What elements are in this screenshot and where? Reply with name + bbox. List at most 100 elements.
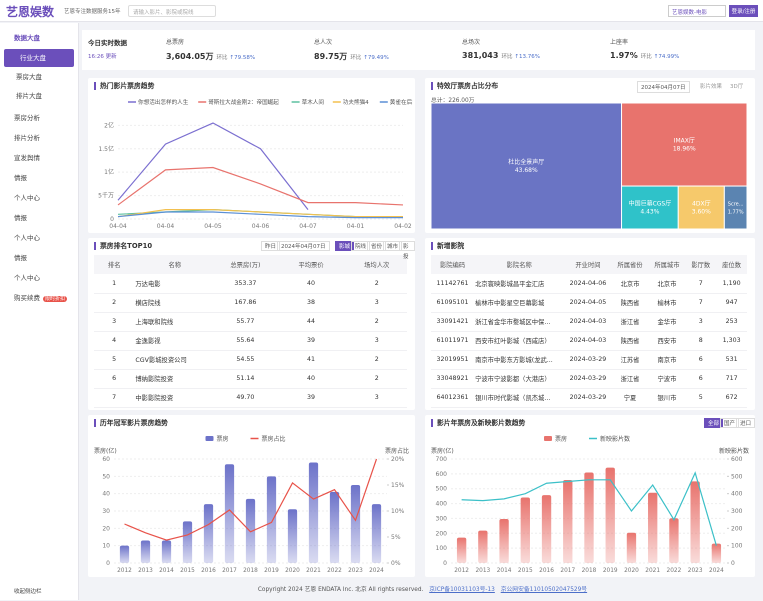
table-cell: 40 [275, 274, 347, 294]
y-tick-label: 10 [102, 543, 110, 550]
checkbox-option[interactable]: 影片效果 [700, 84, 723, 90]
login-button[interactable]: 登录/注册 [729, 5, 758, 17]
stat-row: 89.75万 环比 ↑79.49% [314, 51, 454, 62]
x-tick-label: 2014 [497, 568, 512, 574]
stat-label: 总人次 [314, 39, 333, 46]
table-cell: 6 [685, 369, 717, 389]
stat-change-label: 环比 [350, 55, 362, 61]
icp-link[interactable]: 京ICP备10031103号-13 [429, 587, 495, 593]
table-row: 33091421 浙江省金华市婺城区中保... 2024-04-03 浙江省 金华市 3 2… [431, 312, 747, 332]
table-cell: 银川市时代影城（凯杰城... [474, 388, 565, 408]
treemap-cell [723, 185, 748, 230]
y2-tick-label: 5% [391, 534, 401, 541]
y-tick-label: 40 [102, 491, 110, 498]
tab[interactable]: 城市 [383, 241, 403, 251]
cell-value: 43.68% [515, 167, 538, 174]
nav-item[interactable]: 情报 [14, 254, 27, 262]
x-tick-label: 2023 [348, 568, 363, 574]
table-cell: 1,190 [716, 274, 747, 294]
stat-card: 总人次 89.75万 环比 ↑79.49% [310, 30, 458, 70]
table-row: 8大地影院44.62393 [94, 407, 407, 410]
table-cell: 2024-04-03 [564, 331, 612, 351]
y-tick-label: 0 [443, 560, 447, 567]
y2-axis-title: 新映影片数 [719, 447, 749, 455]
police-link[interactable]: 京公网安备11010502047529号 [500, 587, 588, 593]
nav-item[interactable]: 个人中心 [14, 194, 40, 202]
table-cell: 1,303 [716, 331, 747, 351]
table-cell: 58 [716, 407, 747, 410]
treemap-cell [621, 103, 748, 187]
nav-item[interactable]: 数据大盘 [14, 34, 40, 42]
nav-item[interactable]: 宣发舆情 [14, 154, 40, 162]
collapse-button[interactable]: 收起侧边栏 [14, 589, 42, 595]
nav-item[interactable]: 情报 [14, 174, 27, 182]
treemap-cell [430, 103, 623, 230]
table-cell: 61011971 [431, 331, 475, 351]
table-cell: 宁夏 [611, 388, 649, 408]
checkbox-option[interactable]: 3D厅 [730, 84, 744, 90]
bar [287, 509, 298, 563]
tab[interactable]: 全部 [704, 418, 724, 428]
header-row: 影院编码 影院名称 开业时间 所属省份 所属城市 影厅数 座位数 [431, 255, 747, 274]
stat-value: 1.97% [610, 51, 638, 60]
tab[interactable]: 影城 [335, 241, 355, 251]
table-cell: 6 [685, 350, 717, 370]
stat-card: 总场次 381,043 环比 ↑13.76% [458, 30, 606, 70]
nav-item[interactable]: 票房分析 [14, 114, 40, 122]
stat-change-label: 环比 [216, 55, 228, 61]
nav-item[interactable]: 情报 [14, 214, 27, 222]
nav-subitem[interactable]: 排片大盘 [16, 92, 42, 100]
table-cell: 32019951 [431, 350, 475, 370]
x-tick-label: 2015 [518, 568, 533, 574]
x-tick-label: 2022 [327, 568, 342, 574]
tab[interactable]: 省份 [367, 241, 387, 251]
nav-subitem[interactable]: 行业大盘 [4, 49, 74, 67]
logo[interactable]: 艺恩娱数 [6, 5, 55, 19]
table-cell: 西安市 [648, 331, 686, 351]
x-tick-label: 2016 [201, 568, 216, 574]
stat-card: 上座率 1.97% 环比 ↑74.99% [606, 30, 754, 70]
search-box[interactable]: 请输入影片、影院或院线 [128, 5, 216, 17]
y2-tick-label: 200 [731, 525, 743, 532]
tab[interactable]: 国产 [720, 418, 740, 428]
table-cell: 中影影院投资 [134, 388, 216, 408]
x-tick-label: 2019 [264, 568, 279, 574]
x-tick-label: 2015 [180, 568, 195, 574]
stat-label: 上座率 [610, 39, 629, 46]
x-tick-label: 2017 [222, 568, 237, 574]
nav-item[interactable]: 个人中心 [14, 274, 40, 282]
y-tick-label: 700 [436, 456, 448, 463]
nav-item[interactable]: 个人中心 [14, 234, 40, 242]
y-tick-label: 1.5亿 [98, 145, 114, 153]
table-cell: 44 [275, 312, 347, 332]
date-select[interactable]: 2024年04月07日 [637, 81, 690, 93]
cell-label: Scre... [728, 202, 744, 208]
bar [456, 537, 467, 563]
cell-value: 1.77% [728, 210, 744, 216]
tab[interactable]: 院线 [351, 241, 371, 251]
chart: 票房(亿) 票房占比 0 10 20 30 40 50 60 0% 5% 10% 15% 20% 2012 2… [94, 435, 409, 574]
table-row: 4 金逸影视 55.64 39 3 [94, 331, 407, 351]
cell-label: 杜比全景声厅 [508, 158, 544, 166]
panel-title: 特效厅票房占比分布 [431, 82, 498, 90]
tab[interactable]: 进口 [736, 418, 755, 428]
table-cell: 1 [94, 274, 135, 294]
period-label: 昨日 [261, 241, 281, 251]
table-cell: 6 [94, 369, 135, 389]
y2-tick-label: 400 [731, 491, 743, 498]
legend-label: 功夫熊猫4 [343, 98, 369, 106]
nav-item[interactable]: 购买续费 限时折扣 [14, 294, 68, 302]
product-select[interactable]: 艺恩娱数-电影 [668, 5, 726, 17]
nav-item[interactable]: 排片分析 [14, 134, 40, 142]
nav-subitem[interactable]: 票房大盘 [16, 73, 42, 81]
sidebar: 数据大盘 行业大盘 票房大盘 排片大盘 票房分析 排片分析 宣发舆情 情报 个人中心 情报 个人中心… [0, 23, 79, 600]
x-tick-label: 2021 [306, 568, 321, 574]
cell-value: 4.43% [640, 209, 659, 216]
stats-title: 今日实时数据 [88, 39, 127, 47]
stat-label: 总场次 [462, 39, 481, 46]
tab[interactable]: 影投 [399, 241, 415, 260]
table-cell: 49.70 [215, 388, 276, 408]
table-row: 64012361 银川市时代影城（凯杰城... 2024-03-29 宁夏 银川市 5 67… [431, 388, 747, 408]
date-select[interactable]: 2024年04月07日 [277, 241, 330, 251]
